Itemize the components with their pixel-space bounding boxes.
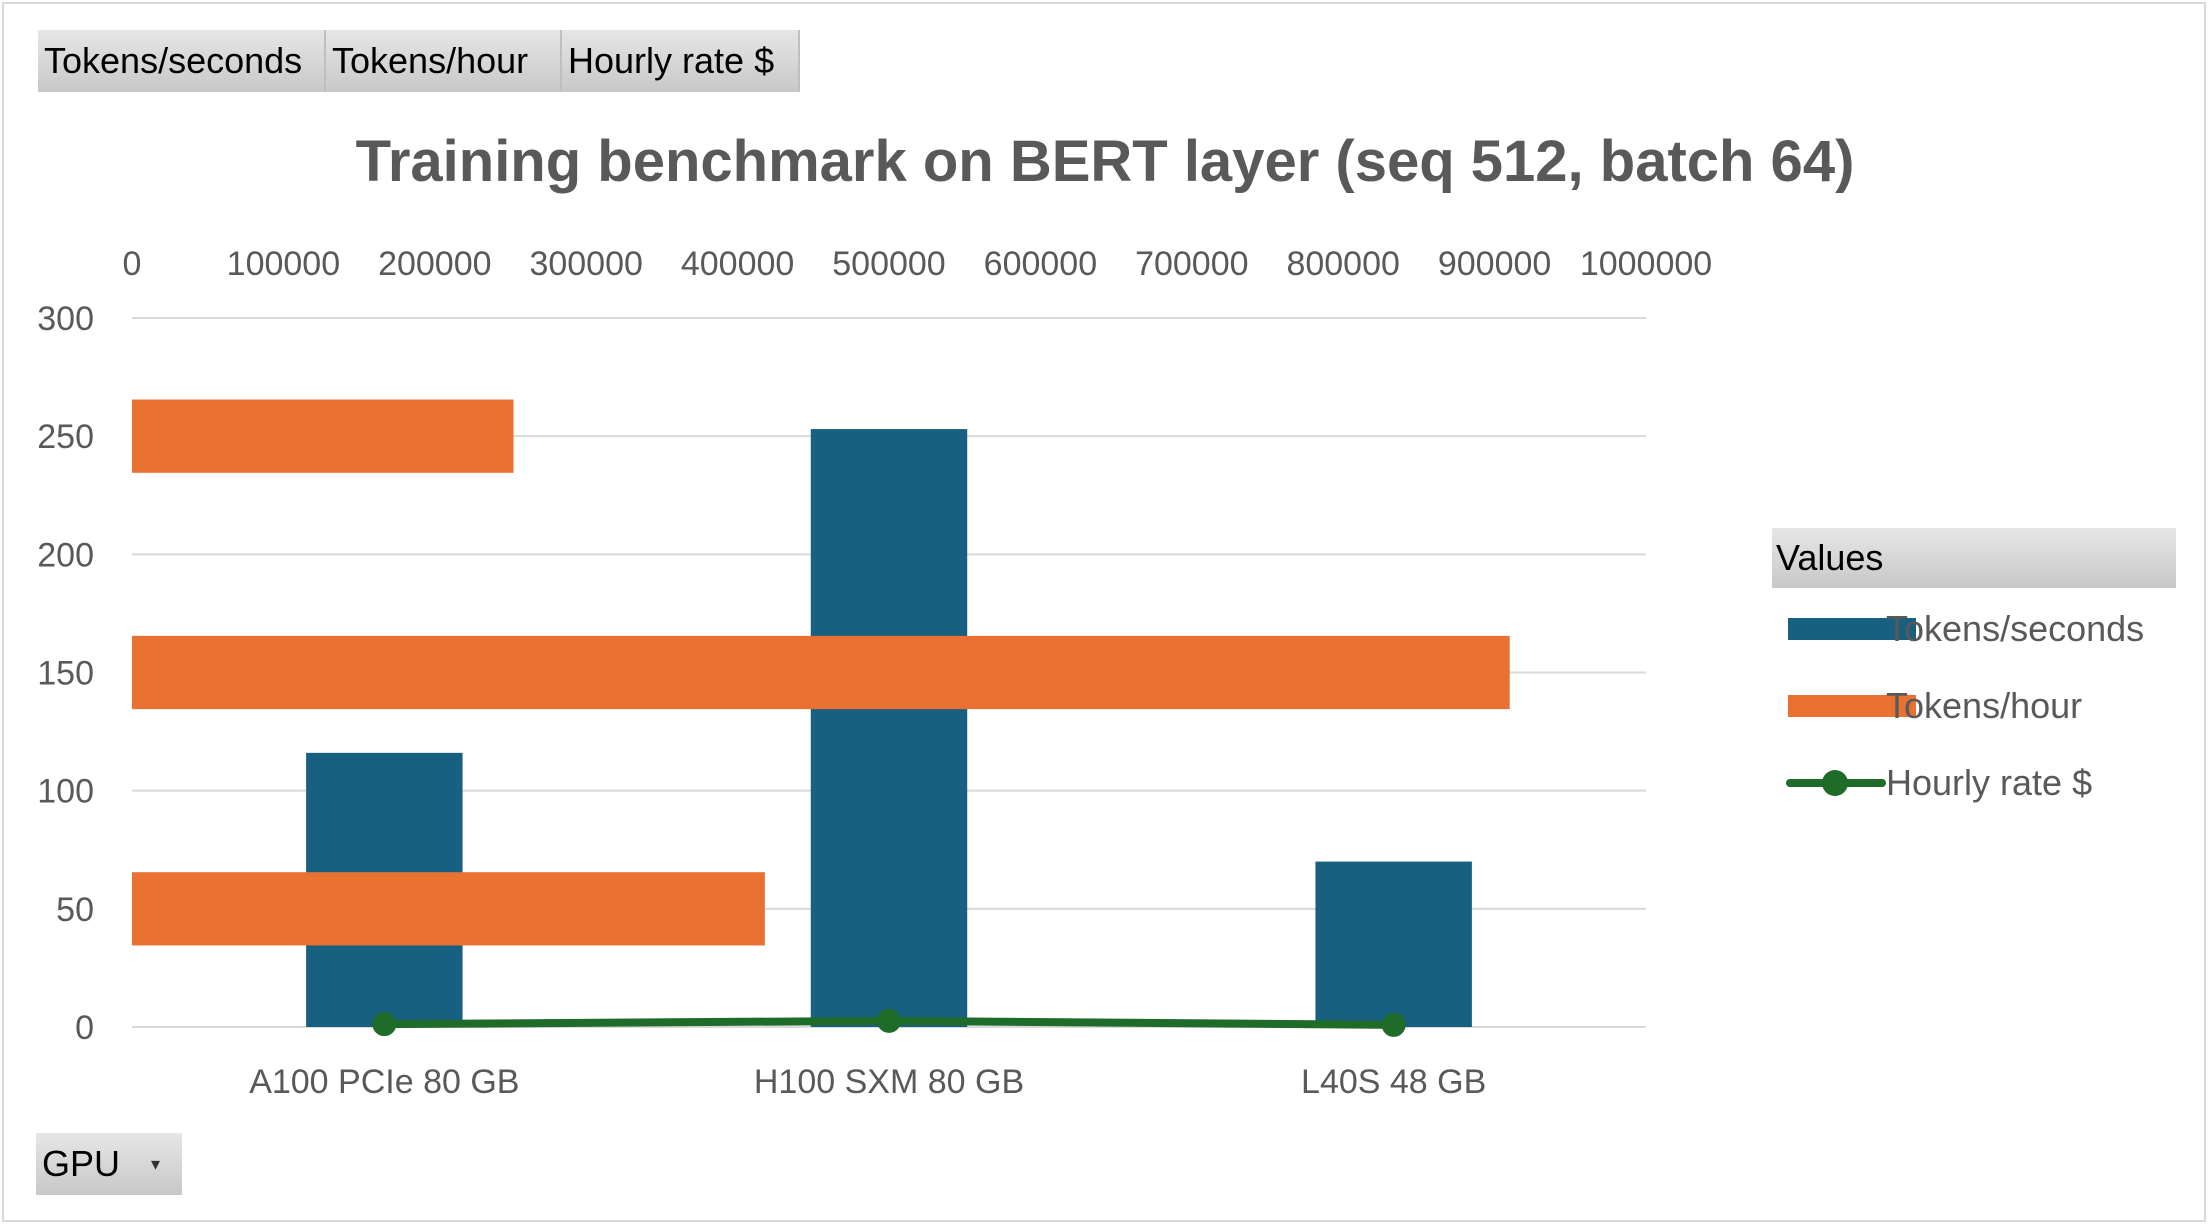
field-button-tokens-hour[interactable]: Tokens/hour xyxy=(326,30,562,92)
x2-tick-label: 600000 xyxy=(984,245,1097,283)
bar-tokens-hour xyxy=(132,635,1510,710)
field-button-hourly-rate[interactable]: Hourly rate $ xyxy=(562,30,800,92)
x-category-label: A100 PCIe 80 GB xyxy=(249,1063,519,1101)
x2-tick-label: 300000 xyxy=(529,245,642,283)
x-category-label: H100 SXM 80 GB xyxy=(754,1063,1024,1101)
dropdown-arrow-icon[interactable]: ▾ xyxy=(150,1154,160,1174)
x2-tick-label: 900000 xyxy=(1438,245,1551,283)
x2-tick-label: 400000 xyxy=(681,245,794,283)
x2-tick-label: 100000 xyxy=(227,245,340,283)
bar-tokens-seconds xyxy=(1315,861,1472,1027)
y-tick-label: 150 xyxy=(37,655,94,693)
point-hourly-rate xyxy=(372,1012,397,1037)
x2-tick-label: 700000 xyxy=(1135,245,1248,283)
x2-tick-label: 1000000 xyxy=(1580,245,1712,283)
x2-tick-label: 200000 xyxy=(378,245,491,283)
y-tick-label: 200 xyxy=(37,536,94,574)
x-category-label: L40S 48 GB xyxy=(1301,1063,1486,1101)
gpu-field-dropdown[interactable]: GPU ▾ xyxy=(36,1133,182,1195)
legend-swatch-tokens-seconds xyxy=(1788,618,1916,640)
legend-swatch-tokens-hour xyxy=(1788,695,1916,717)
legend-marker-hourly-rate xyxy=(1822,770,1848,796)
gpu-field-label: GPU xyxy=(42,1143,121,1184)
y-tick-label: 250 xyxy=(37,418,94,456)
x2-tick-label: 0 xyxy=(123,245,142,283)
legend-label: Tokens/hour xyxy=(1886,685,2083,726)
chart-title: Training benchmark on BERT layer (seq 51… xyxy=(355,129,1855,194)
point-hourly-rate xyxy=(1381,1012,1406,1037)
point-hourly-rate xyxy=(877,1008,901,1033)
legend-label: Tokens/seconds xyxy=(1886,608,2145,649)
y-tick-label: 50 xyxy=(56,891,94,929)
legend-label: Hourly rate $ xyxy=(1886,762,2093,803)
legend-title[interactable]: Values xyxy=(1772,528,2176,588)
bar-tokens-seconds xyxy=(810,429,968,1027)
x2-tick-label: 500000 xyxy=(832,245,945,283)
y-tick-label: 300 xyxy=(37,300,94,338)
y-tick-label: 0 xyxy=(75,1009,94,1047)
bar-tokens-hour xyxy=(132,399,514,473)
y-tick-label: 100 xyxy=(37,773,94,811)
x2-tick-label: 800000 xyxy=(1286,245,1399,283)
field-button-tokens-seconds[interactable]: Tokens/seconds xyxy=(38,30,326,92)
bar-tokens-hour xyxy=(132,872,765,946)
